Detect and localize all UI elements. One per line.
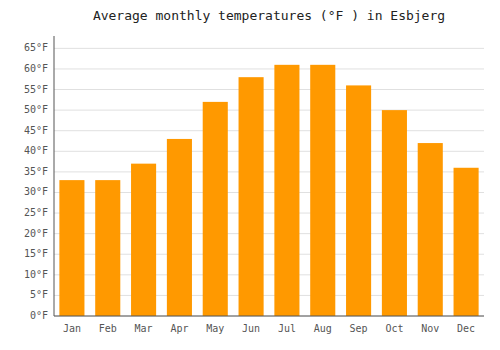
bar: [131, 164, 156, 316]
y-tick-label: 60°F: [24, 63, 48, 74]
grid-line: [54, 68, 484, 69]
y-tick-label: 65°F: [24, 42, 48, 53]
y-tick-label: 45°F: [24, 125, 48, 136]
bar: [203, 102, 228, 316]
x-tick-label: Feb: [99, 323, 117, 334]
x-tick-label: Apr: [170, 323, 188, 334]
bar: [382, 110, 407, 316]
grid-line: [54, 130, 484, 131]
grid-line: [54, 48, 484, 49]
x-tick-label: Jul: [278, 323, 296, 334]
x-tick-label: Mar: [135, 323, 153, 334]
bar: [310, 65, 335, 316]
y-tick-label: 5°F: [30, 289, 48, 300]
x-tick-label: Jan: [63, 323, 81, 334]
grid-line: [54, 89, 484, 90]
y-tick-label: 20°F: [24, 228, 48, 239]
chart-container: 0°F 5°F 10°F 15°F 20°F 25°F 30°F 35°F 40°F 45°F 50…: [0, 0, 500, 350]
y-tick-label: 15°F: [24, 248, 48, 259]
x-tick-label: Dec: [457, 323, 475, 334]
y-tick-label: 30°F: [24, 186, 48, 197]
x-tick-label: Jun: [242, 323, 260, 334]
y-tick-label: 10°F: [24, 269, 48, 280]
x-axis-ticks: Jan Feb Mar Apr May Jun Jul Aug Sep Oct Nov Dec: [63, 323, 475, 334]
x-tick-label: May: [206, 323, 224, 334]
x-tick-label: Aug: [314, 323, 332, 334]
bar: [454, 168, 479, 316]
bar: [95, 180, 120, 316]
bar: [59, 180, 84, 316]
y-tick-label: 0°F: [30, 310, 48, 321]
bar: [346, 85, 371, 316]
bar: [167, 139, 192, 316]
y-axis-line: [54, 36, 55, 316]
x-tick-label: Sep: [350, 323, 368, 334]
grid: [54, 48, 484, 316]
bar: [274, 65, 299, 316]
title: Average monthly temperatures (°F ) in Es…: [93, 8, 445, 23]
y-tick-label: 50°F: [24, 104, 48, 115]
bar: [418, 143, 443, 316]
grid-line: [54, 110, 484, 111]
bar: [239, 77, 264, 316]
y-axis-ticks: 0°F 5°F 10°F 15°F 20°F 25°F 30°F 35°F 40°F 45°F 50…: [24, 42, 48, 321]
axes: [54, 36, 484, 316]
grid-line: [54, 316, 484, 317]
bars: [59, 65, 478, 316]
x-tick-label: Nov: [421, 323, 439, 334]
y-tick-label: 35°F: [24, 166, 48, 177]
y-tick-label: 40°F: [24, 145, 48, 156]
y-tick-label: 25°F: [24, 207, 48, 218]
x-tick-label: Oct: [385, 323, 403, 334]
chart: 0°F 5°F 10°F 15°F 20°F 25°F 30°F 35°F 40°F 45°F 50…: [0, 0, 500, 350]
x-axis-line: [54, 316, 484, 317]
y-tick-label: 55°F: [24, 84, 48, 95]
